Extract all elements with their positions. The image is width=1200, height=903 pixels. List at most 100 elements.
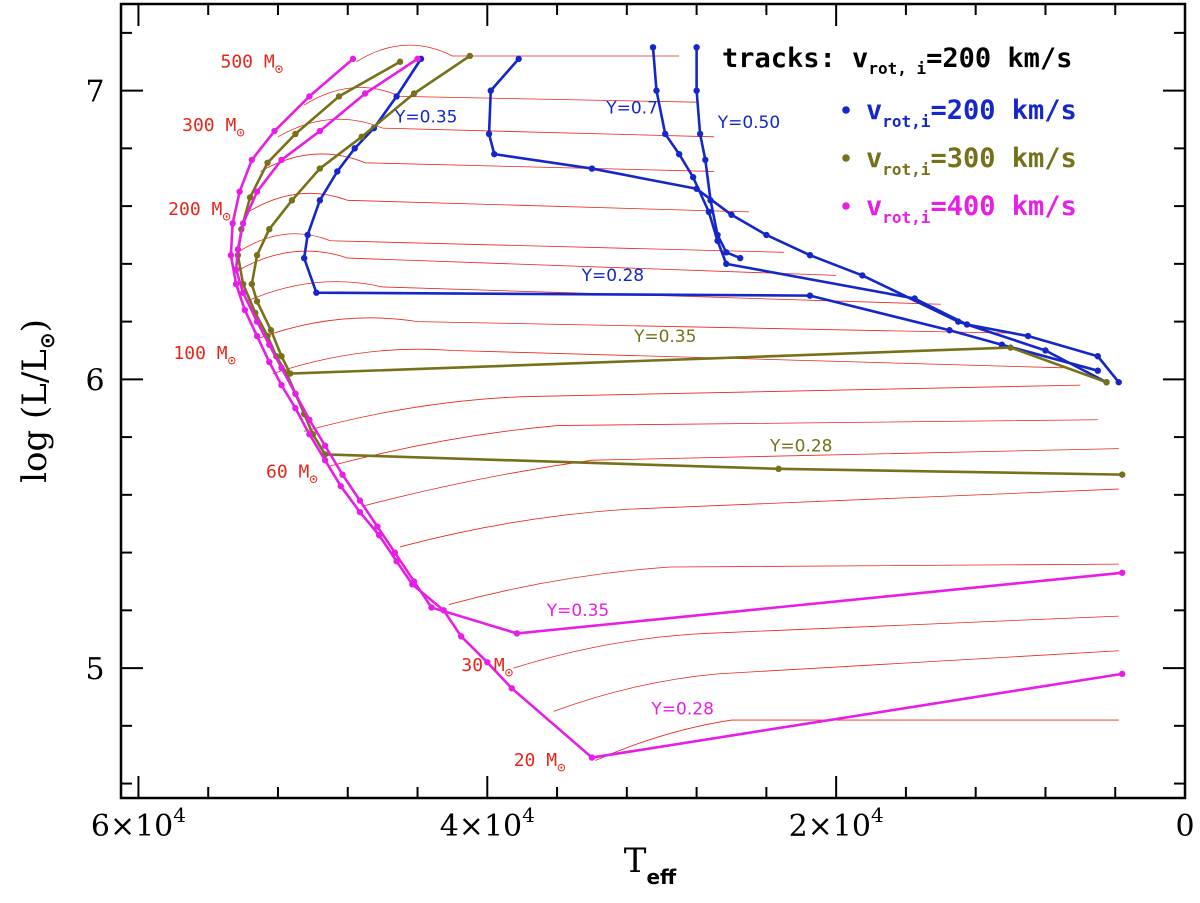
series-point-2-11	[1094, 353, 1101, 360]
isochrone-label: Y=0.35	[633, 327, 696, 347]
legend-entry: vrot,i=300 km/s	[866, 143, 1077, 179]
series-point-6-5	[239, 220, 247, 227]
series-point-4-6	[253, 251, 261, 259]
track-30-msun	[513, 615, 1119, 669]
isochrone-label: Y=0.7	[605, 99, 658, 119]
series-point-6-22	[1119, 569, 1126, 576]
isochrone-label: Y=0.35	[394, 107, 457, 127]
series-point-7-20	[440, 607, 447, 614]
series-point-6-11	[278, 364, 285, 371]
isochrone-series	[227, 44, 1126, 761]
mass-label: 60 M⊙	[266, 462, 318, 488]
legend-entry: vrot,i=200 km/s	[866, 95, 1077, 131]
series-line-1	[695, 47, 741, 260]
series-point-6-10	[266, 341, 273, 348]
series-point-7-7	[232, 280, 240, 288]
series-point-7-3	[248, 156, 256, 164]
series-point-6-0	[414, 55, 421, 63]
series-point-1-3	[702, 156, 709, 164]
track-50-msun	[399, 488, 1119, 548]
x-tick-label: 4×104	[440, 803, 535, 844]
isochrone-label: Y=0.28	[650, 699, 713, 719]
series-point-5-3	[264, 159, 271, 166]
series-point-7-14	[321, 456, 329, 464]
series-point-7-25	[1119, 670, 1126, 678]
series-point-0-8	[806, 251, 814, 259]
plot-frame	[119, 2, 1187, 800]
series-point-2-6	[714, 237, 721, 244]
series-point-3-9	[806, 292, 814, 299]
track-250-msun	[248, 192, 749, 213]
series-point-6-13	[306, 416, 313, 423]
isochrone-label: Y=0.35	[546, 601, 609, 621]
series-point-2-3	[675, 150, 683, 158]
track-200-msun	[237, 233, 784, 253]
series-point-7-2	[271, 127, 278, 135]
series-point-7-15	[337, 482, 344, 490]
series-point-7-8	[241, 306, 249, 314]
series-point-7-22	[484, 659, 491, 666]
series-point-7-5	[229, 220, 236, 227]
series-point-4-12	[1007, 344, 1014, 351]
track-350-msun	[277, 118, 715, 138]
series-point-0-1	[487, 87, 494, 94]
series-point-5-4	[246, 194, 254, 201]
series-point-4-5	[266, 226, 273, 233]
series-point-4-13	[1103, 379, 1110, 386]
series-point-1-7	[737, 254, 744, 262]
isochrone-label: Y=0.50	[717, 113, 780, 133]
y-tick-label: 5	[85, 652, 104, 687]
series-point-4-4	[288, 197, 296, 204]
series-point-6-16	[356, 497, 364, 504]
series-point-5-17	[1119, 471, 1126, 478]
series-point-3-12	[1094, 367, 1101, 374]
series-point-7-9	[253, 332, 261, 340]
track-300-msun	[260, 153, 715, 172]
mass-label: 100 M⊙	[173, 343, 236, 369]
track-180-msun	[239, 250, 837, 276]
series-point-2-8	[911, 295, 918, 302]
y-axis-title: log (L/L⊙)	[15, 319, 59, 483]
legend-title: tracks: vrot, i=200 km/s	[722, 43, 1072, 78]
series-point-6-17	[374, 523, 381, 530]
series-point-4-3	[316, 165, 324, 172]
series-point-6-4	[253, 188, 261, 195]
series-point-7-18	[393, 558, 400, 565]
series-point-4-2	[358, 133, 365, 141]
track-20-msun	[595, 719, 1119, 761]
series-point-7-10	[266, 358, 273, 366]
series-point-6-6	[234, 246, 242, 253]
mass-label: 300 M⊙	[182, 115, 245, 141]
series-point-3-10	[946, 327, 953, 334]
series-point-7-0	[349, 55, 357, 63]
series-point-3-8	[313, 289, 320, 296]
series-point-2-1	[653, 87, 660, 94]
x-tick-label: 2×104	[789, 803, 884, 844]
series-point-0-2	[485, 130, 493, 138]
series-point-7-21	[457, 633, 465, 640]
series-point-3-7	[300, 254, 308, 262]
series-point-7-13	[306, 431, 313, 438]
series-point-1-4	[707, 197, 714, 204]
series-point-4-8	[253, 298, 261, 305]
mass-label: 200 M⊙	[168, 199, 231, 225]
series-point-0-6	[728, 211, 735, 218]
series-point-1-1	[693, 87, 700, 94]
series-point-0-9	[859, 272, 866, 279]
track-500-msun	[356, 44, 680, 63]
series-point-6-3	[278, 156, 285, 164]
x-tick-label: 0	[1175, 809, 1194, 844]
track-100-msun	[272, 348, 1063, 374]
mass-label: 30 M⊙	[461, 655, 513, 681]
series-point-4-10	[278, 353, 285, 360]
series-point-6-1	[361, 90, 369, 97]
track-70-msun	[330, 419, 1098, 467]
series-point-2-9	[963, 321, 971, 328]
series-point-3-5	[316, 197, 324, 204]
track-80-msun	[304, 384, 1081, 432]
series-point-4-7	[248, 280, 256, 288]
series-point-6-20	[428, 604, 435, 611]
series-point-7-24	[588, 754, 596, 761]
chart-annotations: 500 M⊙ 300 M⊙ 200 M⊙ 100 M⊙ 60 M⊙ 30 M⊙ 20 M⊙ Y…	[168, 52, 832, 777]
